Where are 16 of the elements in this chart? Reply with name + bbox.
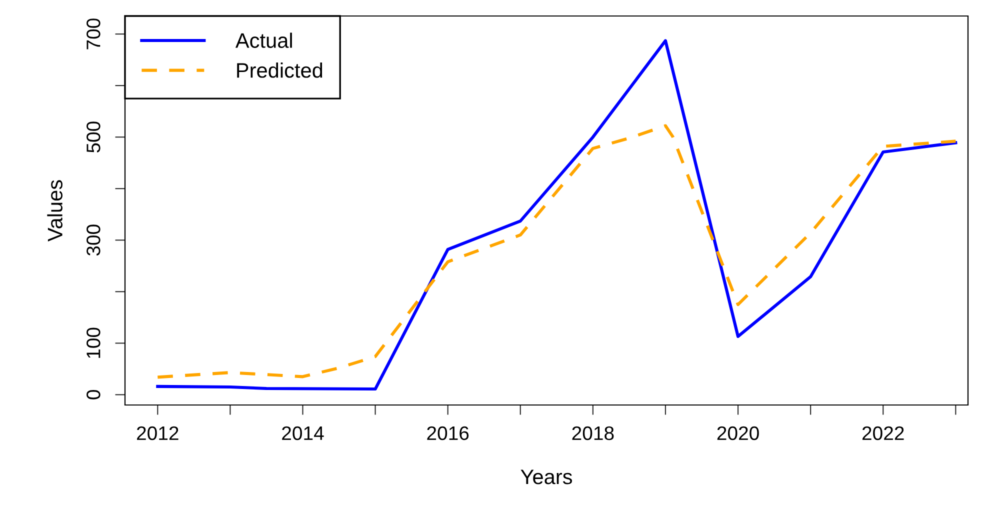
x-tick-label: 2022	[862, 426, 904, 440]
y-axis-title: Values	[47, 180, 62, 242]
x-tick-label: 2012	[137, 426, 178, 440]
x-axis-title: Years	[520, 470, 572, 484]
y-tick-label: 0	[86, 390, 100, 400]
y-tick-label: 700	[86, 18, 100, 50]
x-tick-label: 2018	[572, 426, 614, 440]
y-tick-label: 100	[86, 328, 100, 358]
legend-label: Predicted	[237, 62, 322, 78]
legend-label: Actual	[235, 32, 292, 48]
x-tick-label: 2014	[282, 426, 324, 440]
x-tick-label: 2016	[427, 426, 469, 440]
y-tick-label: 500	[86, 122, 100, 153]
line-series	[156, 124, 958, 379]
x-tick-label: 2020	[717, 426, 759, 440]
y-tick-label: 300	[86, 224, 100, 256]
